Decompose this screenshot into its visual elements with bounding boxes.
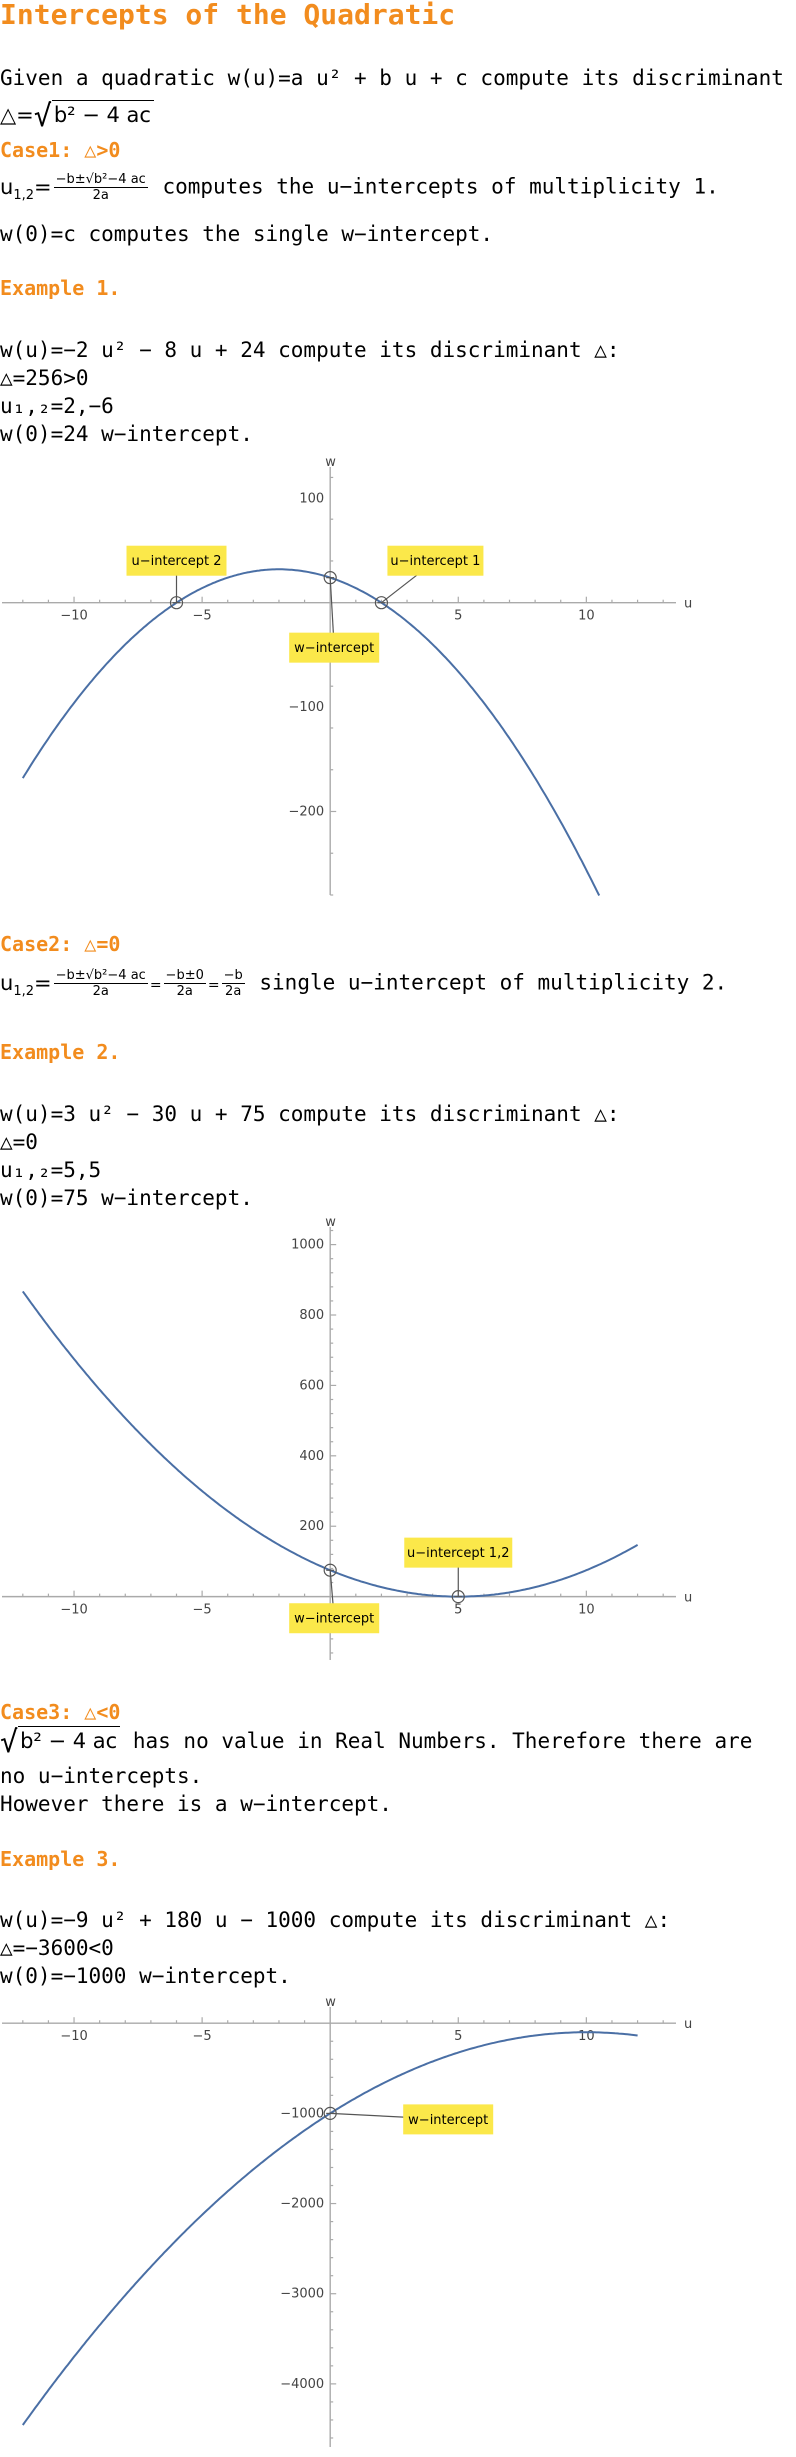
x-tick-label: 5: [454, 2029, 462, 2044]
x-tick-label: −10: [60, 2029, 87, 2044]
sqrt-symbol: √b² − 4 ac: [34, 100, 154, 132]
y-tick-label: −2000: [280, 2197, 324, 2212]
callout-label: u−intercept 1,2: [407, 1546, 509, 1561]
x-tick-label: −10: [60, 1603, 87, 1618]
case2-fraction-3: −b 2a: [221, 968, 245, 999]
w-axis-label: w: [325, 1215, 336, 1230]
case2-heading: Case2: △=0: [0, 932, 121, 956]
y-tick-label: −4000: [280, 2377, 324, 2392]
example1-line2: △=256>0: [0, 366, 89, 390]
callout-label: w−intercept: [294, 641, 374, 656]
example2-line3: u₁,₂=5,5: [0, 1158, 102, 1182]
example1-heading: Example 1.: [0, 276, 121, 300]
sqrt-symbol: √b² − 4 ac: [0, 1726, 121, 1758]
x-tick-label: 10: [578, 609, 595, 624]
example2-plot: u w −10 −5 5 10 200 400 600 800 1000 u−intercept 1,…: [2, 1215, 692, 1660]
disc-lhs: △=: [0, 103, 34, 127]
page-title: Intercepts of the Quadratic: [0, 0, 456, 31]
case2-fraction-1: −b±√b²−4 ac 2a: [53, 968, 148, 999]
x-tick-label: −10: [60, 609, 87, 624]
case1-u: u1,2=: [0, 174, 52, 203]
case1-heading: Case1: △>0: [0, 138, 121, 162]
example1-line3: u₁,₂=2,−6: [0, 394, 114, 418]
case1-line2: w(0)=c computes the single w−intercept.: [0, 222, 494, 246]
eq-sign: =: [207, 977, 220, 994]
y-tick-label: −100: [288, 700, 324, 715]
disc-radicand: b² − 4 ac: [51, 100, 154, 129]
eq-sign: =: [149, 977, 162, 994]
example3-line2: △=−3600<0: [0, 1936, 114, 1960]
y-tick-label: 1000: [291, 1238, 324, 1253]
w-axis-label: w: [325, 455, 336, 470]
example3-line1: w(u)=−9 u² + 180 u − 1000 compute its di…: [0, 1908, 671, 1932]
case1-formula-line: u1,2= −b±√b²−4 ac 2a computes the u−interc…: [0, 172, 719, 203]
case3-line2: no u−intercepts.: [0, 1764, 203, 1788]
y-tick-label: 100: [299, 491, 324, 506]
x-tick-label: −5: [193, 2029, 212, 2044]
callout-label: w−intercept: [294, 1612, 374, 1627]
case2-fraction-2: −b±0 2a: [163, 968, 206, 999]
y-tick-label: −1000: [280, 2106, 324, 2121]
u-axis-label: u: [684, 597, 692, 612]
case2-u: u1,2=: [0, 970, 52, 999]
example3-heading: Example 3.: [0, 1847, 121, 1871]
case1-fraction: −b±√b²−4 ac 2a: [53, 172, 148, 203]
x-tick-label: 10: [578, 1603, 595, 1618]
case3-line3: However there is a w−intercept.: [0, 1792, 392, 1816]
callout-box: [289, 1603, 380, 1634]
case3-line1: √b² − 4 ac has no value in Real Numbers.…: [0, 1726, 753, 1758]
intercept-marker: [374, 596, 389, 610]
y-tick-label: 800: [299, 1308, 324, 1323]
example3-plot: uw−10 −5 5 10−1000−2000−3000−4000w−intercep…: [2, 1995, 692, 2447]
example1-line1: w(u)=−2 u² − 8 u + 24 compute its discri…: [0, 338, 620, 362]
example2-line4: w(0)=75 w−intercept.: [0, 1186, 253, 1210]
callout-box: [289, 632, 380, 663]
example2-line2: △=0: [0, 1130, 38, 1154]
y-tick-label: 200: [299, 1519, 324, 1534]
case2-formula-line: u1,2= −b±√b²−4 ac 2a = −b±0 2a = −b 2a single u−…: [0, 968, 727, 1000]
example2-line1: w(u)=3 u² − 30 u + 75 compute its discri…: [0, 1102, 620, 1126]
y-tick-label: 400: [299, 1449, 324, 1464]
x-tick-label: −5: [193, 609, 212, 624]
callout-box: [404, 1537, 513, 1568]
example1-line4: w(0)=24 w−intercept.: [0, 422, 253, 446]
intro-line: Given a quadratic w(u)=a u² + b u + c co…: [0, 66, 796, 90]
x-tick-label: −5: [193, 1603, 212, 1618]
case3-text: has no value in Real Numbers. Therefore …: [120, 1729, 753, 1753]
example3-line3: w(0)=−1000 w−intercept.: [0, 1964, 291, 1988]
x-tick-label: 5: [454, 609, 462, 624]
case2-text: single u−intercept of multiplicity 2.: [246, 970, 728, 995]
x-tick-label: 5: [454, 1603, 462, 1618]
example2-heading: Example 2.: [0, 1040, 121, 1064]
w-axis-label: w: [325, 1995, 336, 2010]
callout-label: w−intercept: [408, 2113, 488, 2128]
parabola-curve: [21, 568, 601, 896]
y-tick-label: 600: [299, 1378, 324, 1393]
callout-box: [403, 2104, 494, 2135]
case3-radicand: b² − 4 ac: [18, 1726, 121, 1755]
callout-label: u−intercept 1: [390, 554, 480, 569]
y-tick-label: −200: [288, 804, 324, 819]
case3-heading: Case3: △<0: [0, 1700, 121, 1724]
discriminant-formula: △=√b² − 4 ac: [0, 100, 154, 132]
y-tick-label: −3000: [280, 2287, 324, 2302]
callout-box: [387, 545, 484, 576]
u-axis-label: u: [684, 2017, 692, 2032]
example1-plot: u w −10 −5 5 10 100 −100 −200 u−intercept 1 u−inte…: [2, 455, 692, 896]
u-axis-label: u: [684, 1591, 692, 1606]
case1-text: computes the u−intercepts of multiplicit…: [149, 174, 719, 199]
callout-label: u−intercept 2: [131, 554, 221, 569]
callout-box: [126, 545, 227, 576]
